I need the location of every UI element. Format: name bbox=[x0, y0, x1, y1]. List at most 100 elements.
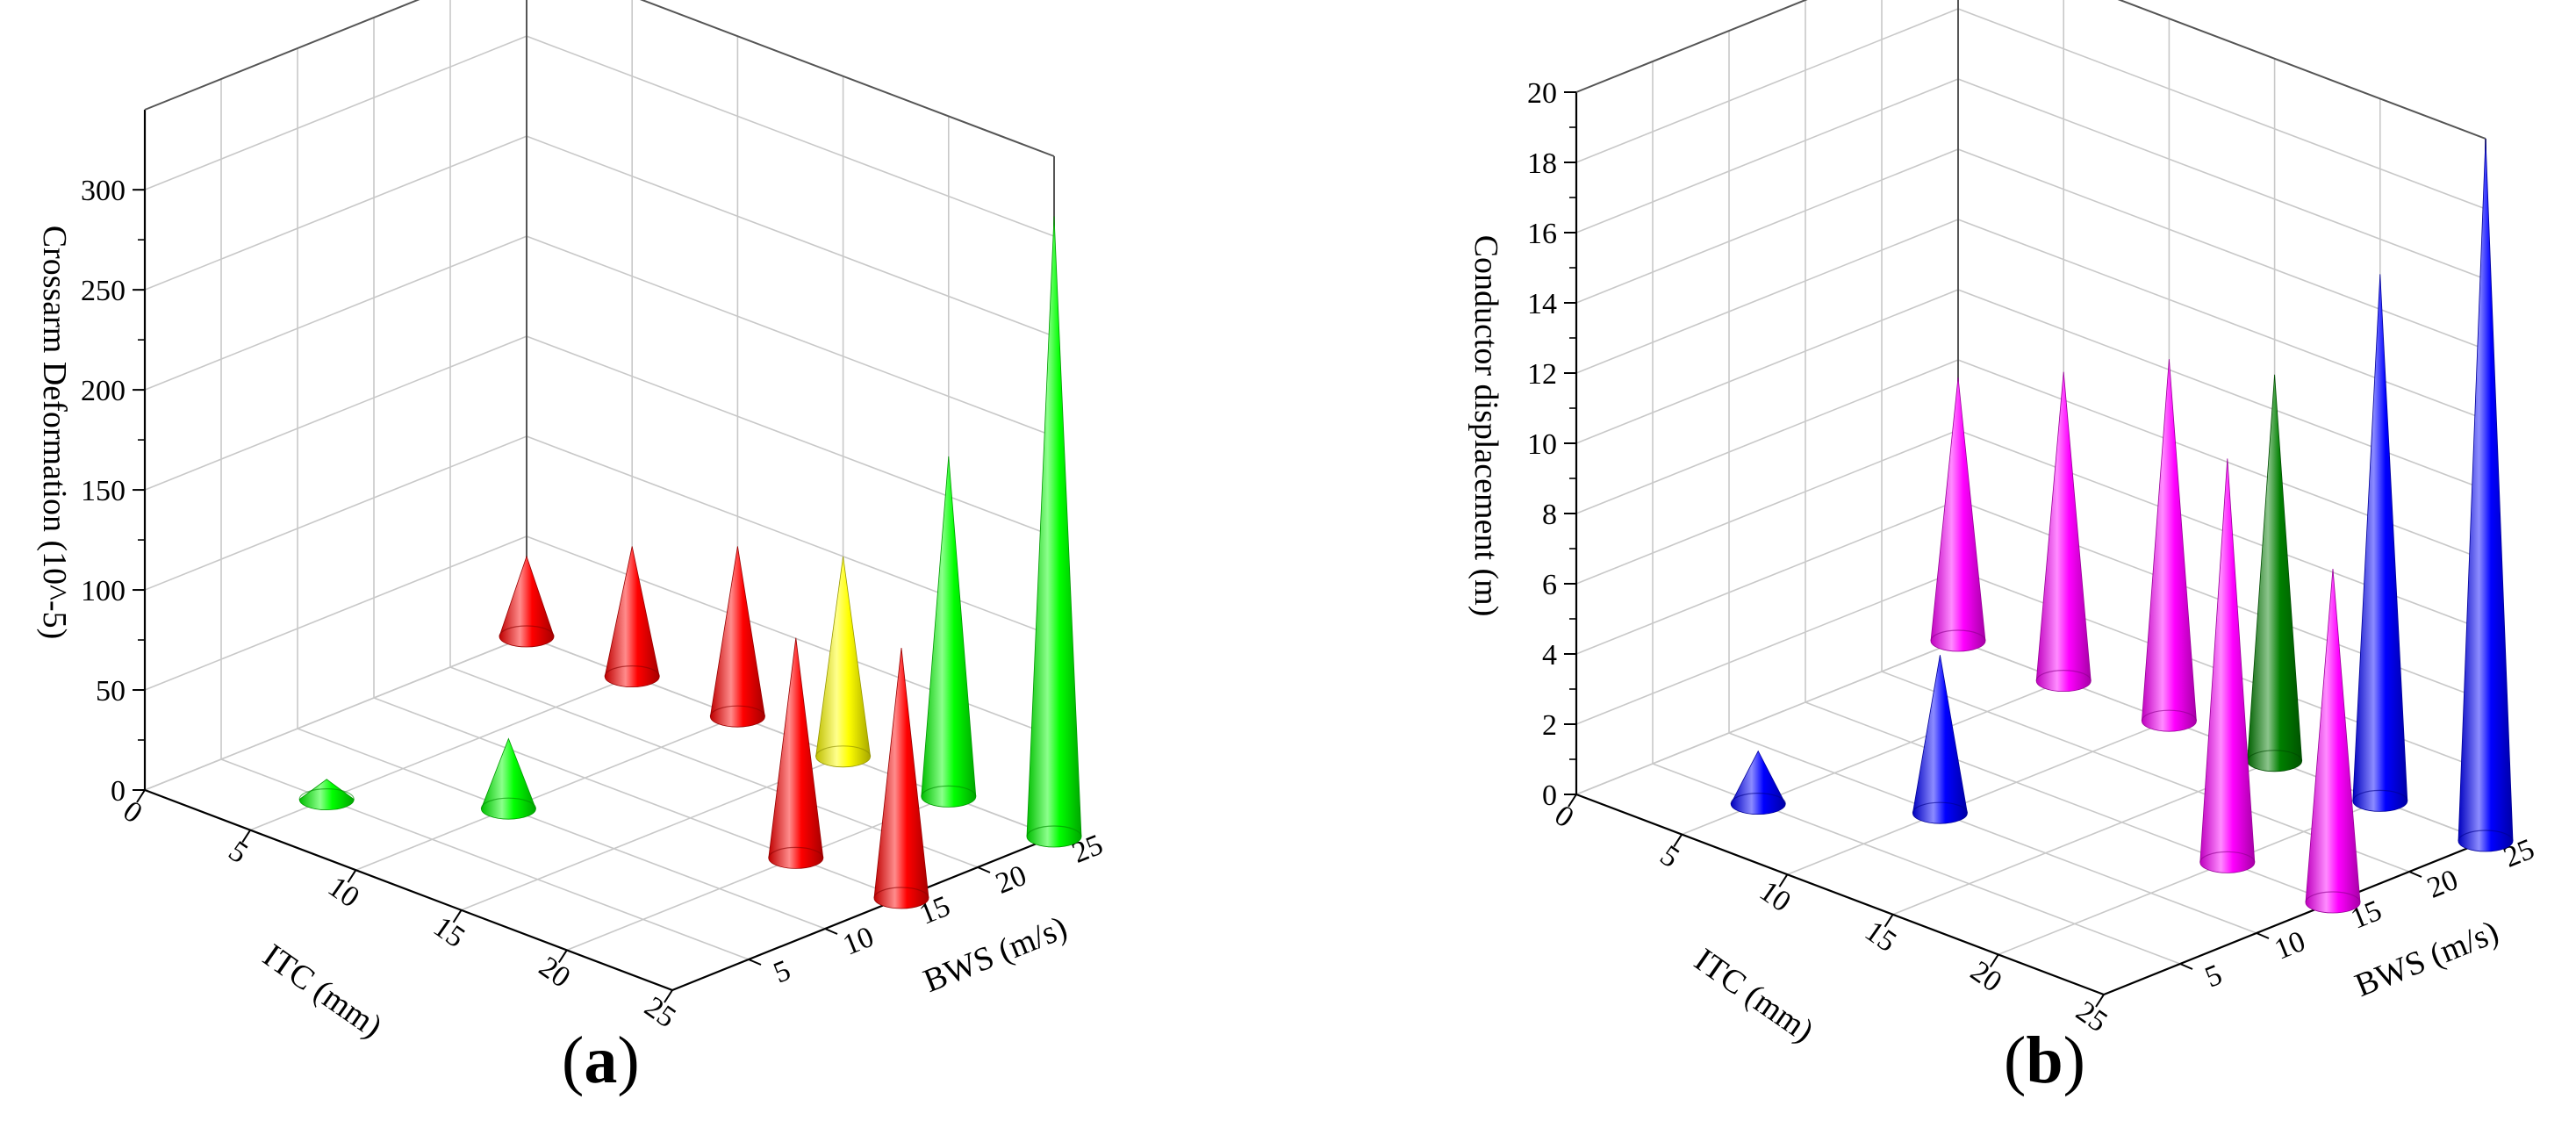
grid-line bbox=[1728, 732, 2257, 934]
frame-line bbox=[144, 0, 420, 111]
bws-tick bbox=[748, 959, 762, 966]
itc-tick-label: 25 bbox=[638, 990, 681, 1034]
grid-line bbox=[526, 135, 1055, 337]
cones bbox=[1730, 138, 2514, 914]
cone-mark bbox=[2352, 274, 2408, 812]
cone-body bbox=[604, 546, 660, 687]
cone-base-rim bbox=[1912, 801, 1968, 814]
itc-tick-label: 5 bbox=[223, 835, 254, 870]
grid-line bbox=[297, 728, 826, 930]
z-axis-title: Crossarm Deformation (10^-5) bbox=[36, 226, 73, 640]
cone-base-rim bbox=[2141, 709, 2197, 722]
cone-body bbox=[2247, 374, 2303, 772]
cone-mark bbox=[1912, 655, 1968, 824]
cone-base-rim bbox=[815, 745, 872, 757]
z-tick-label: 2 bbox=[1542, 709, 1557, 742]
z-tick-label: 8 bbox=[1542, 499, 1557, 531]
cone-body bbox=[768, 637, 824, 869]
cone-mark bbox=[2305, 568, 2361, 914]
grid-line bbox=[1957, 359, 2486, 561]
cone-base-rim bbox=[1930, 629, 1986, 642]
panel-a-title: (a) bbox=[562, 1024, 640, 1097]
itc-tick bbox=[2095, 994, 2105, 1008]
z-tick-label: 16 bbox=[1527, 218, 1557, 250]
cone-mark bbox=[2199, 458, 2256, 873]
cone-body bbox=[709, 546, 765, 728]
grid-line bbox=[144, 435, 527, 591]
bws-tick bbox=[977, 866, 991, 873]
itc-axis-line bbox=[1575, 793, 2105, 996]
grid-line bbox=[1575, 429, 1959, 585]
z-tick-label: 14 bbox=[1527, 288, 1557, 320]
bws-tick-label: 20 bbox=[991, 859, 1030, 901]
cone-base-rim bbox=[709, 705, 765, 717]
cone-mark bbox=[2035, 371, 2092, 692]
cone-mark bbox=[709, 546, 765, 728]
itc-tick bbox=[1989, 953, 1999, 967]
cone-base-rim bbox=[499, 625, 555, 637]
grid-lines bbox=[1564, 0, 2499, 1008]
cone-body bbox=[1912, 655, 1968, 824]
cone-body bbox=[2199, 458, 2256, 873]
cone-base-rim bbox=[1730, 793, 1786, 804]
bws-tick-label: 10 bbox=[2270, 925, 2309, 966]
bws-tick-label: 5 bbox=[769, 954, 795, 990]
grid-line bbox=[144, 35, 527, 190]
grid-lines bbox=[133, 0, 1067, 1003]
panel-b-chart: 024681012141618200510152025510152025Cond… bbox=[1467, 0, 2539, 1050]
z-tick-label: 300 bbox=[81, 175, 126, 207]
grid-line bbox=[1957, 429, 2486, 631]
cone-mark bbox=[768, 637, 824, 869]
cone-body bbox=[2035, 371, 2092, 692]
z-tick-label: 0 bbox=[1542, 779, 1557, 812]
itc-tick bbox=[241, 830, 252, 844]
itc-tick-label: 10 bbox=[322, 871, 365, 915]
z-tick-label: 50 bbox=[96, 675, 126, 708]
grid-line bbox=[220, 758, 750, 960]
grid-line bbox=[1957, 289, 2486, 491]
bws-tick-label: 20 bbox=[2422, 864, 2462, 905]
grid-line bbox=[144, 535, 527, 691]
itc-tick-label: 15 bbox=[1859, 915, 1902, 959]
cone-body bbox=[921, 456, 977, 808]
cone-body bbox=[1026, 216, 1082, 848]
bws-tick-label: 10 bbox=[838, 921, 878, 962]
grid-line bbox=[1575, 78, 1959, 233]
cone-body bbox=[499, 555, 555, 648]
cone-body bbox=[2305, 568, 2361, 914]
frame-line bbox=[639, 0, 1055, 157]
frame-line bbox=[1575, 0, 1808, 93]
z-tick-label: 100 bbox=[81, 575, 126, 607]
cone-mark bbox=[2458, 138, 2514, 852]
z-tick-label: 4 bbox=[1542, 639, 1557, 672]
bws-tick bbox=[2408, 871, 2422, 878]
itc-axis-title: ITC (mm) bbox=[1688, 941, 1820, 1049]
itc-axis-title: ITC (mm) bbox=[256, 937, 389, 1045]
cone-base-rim bbox=[1026, 825, 1082, 837]
cone-base-rim bbox=[2035, 670, 2092, 681]
grid-line bbox=[144, 235, 527, 391]
itc-tick bbox=[136, 789, 146, 803]
z-tick-label: 250 bbox=[81, 275, 126, 307]
z-tick-label: 18 bbox=[1527, 147, 1557, 180]
panel-a-chart: 0501001502002503000510152025510152025Cro… bbox=[36, 0, 1108, 1045]
grid-line bbox=[355, 715, 738, 871]
cone-body bbox=[2352, 274, 2408, 812]
bws-tick bbox=[2179, 963, 2193, 970]
grid-line bbox=[1575, 499, 1959, 655]
grid-line bbox=[2118, 0, 2486, 140]
cone-body bbox=[873, 648, 929, 909]
grid-line bbox=[1575, 219, 1959, 374]
cone-body bbox=[298, 779, 355, 810]
grid-line bbox=[144, 135, 527, 291]
cone-mark bbox=[480, 737, 536, 820]
itc-axis-line bbox=[144, 788, 673, 992]
z-tick-label: 10 bbox=[1527, 428, 1557, 461]
z-tick-label: 20 bbox=[1527, 77, 1557, 110]
cone-mark bbox=[873, 648, 929, 909]
itc-tick bbox=[664, 989, 673, 1003]
itc-tick bbox=[557, 949, 568, 963]
z-tick-label: 150 bbox=[81, 475, 126, 507]
itc-tick bbox=[1673, 834, 1683, 848]
